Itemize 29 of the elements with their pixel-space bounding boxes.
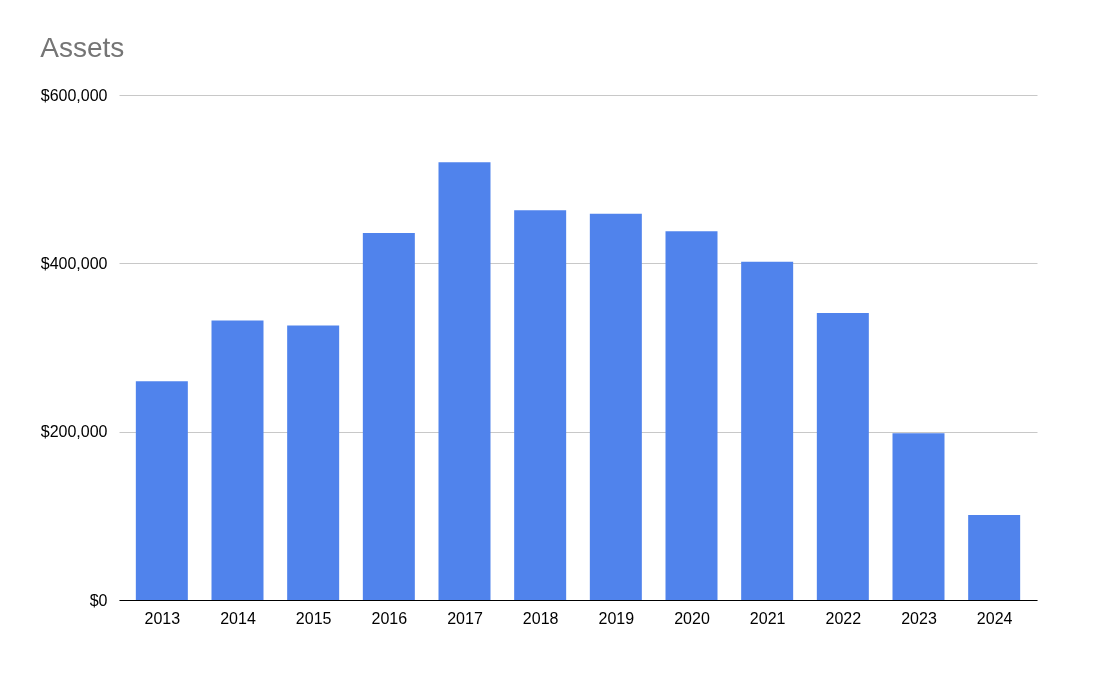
y-tick-label: $200,000 — [40, 423, 108, 441]
bar — [514, 210, 567, 600]
chart-title: Assets — [40, 32, 125, 63]
bar — [741, 261, 794, 600]
x-tick-label: 2019 — [598, 609, 635, 627]
x-tick-label: 2024 — [976, 609, 1013, 627]
x-tick-label: 2016 — [371, 609, 408, 627]
bar — [816, 312, 869, 600]
bar — [665, 231, 718, 600]
bar — [135, 381, 188, 600]
x-tick-label: 2015 — [295, 609, 332, 627]
x-tick-label: 2020 — [674, 609, 710, 627]
x-tick-label: 2022 — [825, 609, 862, 627]
x-tick-label: 2017 — [447, 609, 483, 627]
x-tick-label: 2023 — [901, 609, 937, 627]
bar — [589, 213, 642, 600]
bar — [211, 320, 264, 600]
bar — [287, 325, 340, 600]
bar — [438, 162, 491, 600]
x-tick-label: 2014 — [220, 609, 256, 627]
x-tick-label: 2021 — [749, 609, 786, 627]
bar — [892, 433, 945, 600]
y-tick-label: $600,000 — [40, 86, 108, 104]
x-tick-label: 2013 — [144, 609, 181, 627]
bar — [362, 233, 415, 600]
x-tick-label: 2018 — [522, 609, 559, 627]
y-tick-label: $400,000 — [40, 254, 108, 272]
y-tick-label: $0 — [89, 591, 108, 609]
bar — [968, 514, 1021, 600]
